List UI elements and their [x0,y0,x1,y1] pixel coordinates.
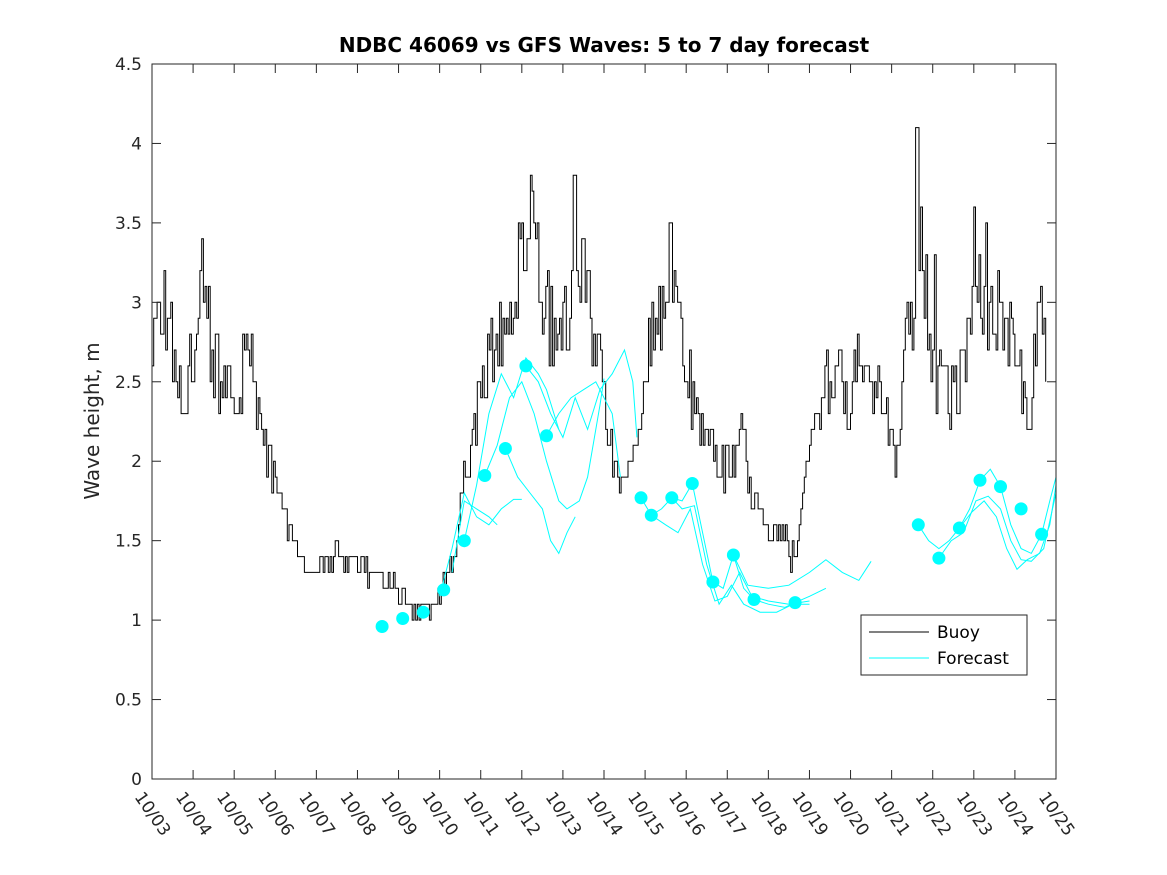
legend: Buoy Forecast [860,614,1028,676]
forecast-point [932,551,946,565]
legend-box [860,614,1028,676]
forecast-point [706,575,720,589]
forecast-point [788,596,802,610]
buoy-series-line [152,127,1047,621]
y-tick-label: 2.5 [115,373,142,393]
forecast-point [396,612,410,625]
forecast-point [952,521,966,535]
forecast-series-line [525,348,638,439]
forecast-point [416,605,430,619]
forecast-point [375,620,389,633]
forecast-point [498,442,512,455]
forecast-point [665,491,679,505]
y-tick-label: 3 [131,293,142,313]
forecast-series-line [484,378,605,510]
forecast-series-line [651,507,810,605]
forecast-point [994,480,1007,494]
forecast-point [644,508,658,522]
forecast-point [540,429,553,443]
y-tick-label: 2 [131,452,142,472]
y-tick-label: 4 [131,134,142,154]
forecast-point [519,359,533,373]
forecast-series-line [463,356,560,541]
forecast-point [726,548,740,562]
forecast-point [478,469,492,482]
forecast-point [1035,527,1049,541]
forecast-point [747,593,761,606]
y-tick-label: 1 [131,611,142,631]
forecast-point [457,534,471,548]
forecast-series-line [938,492,1056,562]
forecast-series-line [671,497,810,613]
forecast-series-line [451,500,498,573]
forecast-series-line [546,381,621,478]
forecast-series-line [917,468,1056,555]
forecast-point [634,491,648,505]
forecast-series-line [504,448,576,555]
forecast-point [911,518,925,532]
legend-label-forecast: Forecast [937,649,1009,669]
forecast-point [685,477,699,490]
y-tick-label: 3.5 [115,214,142,234]
forecast-point [437,583,451,597]
chart-title: NDBC 46069 vs GFS Waves: 5 to 7 day fore… [339,33,870,57]
plot-area [152,127,1056,633]
forecast-series-line [732,554,872,589]
forecast-point [973,473,987,487]
y-tick-label: 0.5 [115,691,142,711]
y-tick-label: 0 [131,770,142,790]
y-axis-label: Wave height, m [80,342,104,499]
forecast-series-line [439,491,522,597]
forecast-point [1014,502,1028,516]
y-tick-label: 1.5 [115,532,142,552]
legend-label-buoy: Buoy [937,623,980,643]
y-tick-label: 4.5 [115,55,142,75]
